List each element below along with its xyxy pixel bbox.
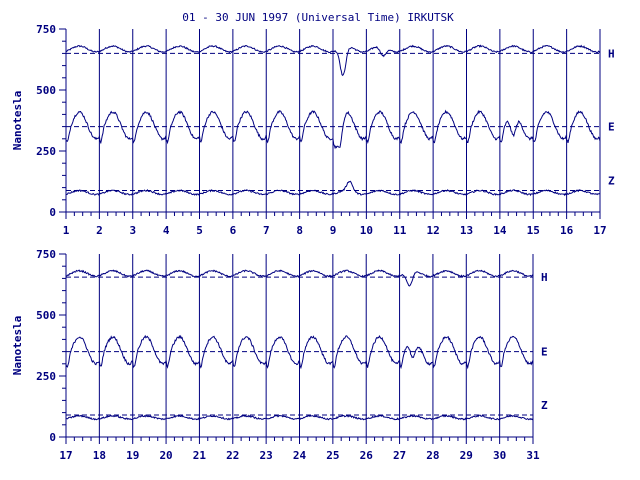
x-tick-label: 10	[360, 224, 373, 237]
x-tick-label: 3	[129, 224, 136, 237]
series-label-Z: Z	[541, 399, 548, 412]
x-tick-label: 21	[193, 449, 207, 462]
chart-title: 01 - 30 JUN 1997 (Universal Time) IRKUTS…	[182, 11, 454, 24]
y-tick-label: 500	[36, 309, 56, 322]
x-tick-label: 4	[163, 224, 170, 237]
x-tick-label: 11	[393, 224, 407, 237]
x-tick-label: 19	[126, 449, 139, 462]
series-line-E	[65, 334, 534, 370]
x-tick-label: 16	[560, 224, 574, 237]
x-tick-label: 6	[230, 224, 237, 237]
x-tick-label: 17	[593, 224, 606, 237]
x-tick-label: 8	[296, 224, 303, 237]
series-line-H	[65, 269, 534, 287]
y-tick-label: 500	[36, 84, 56, 97]
y-tick-label: 750	[36, 23, 56, 36]
x-tick-label: 28	[426, 449, 439, 462]
x-tick-label: 31	[526, 449, 540, 462]
y-tick-label: 0	[49, 431, 56, 444]
y-tick-label: 250	[36, 145, 56, 158]
y-tick-label: 250	[36, 370, 56, 383]
x-tick-label: 20	[159, 449, 172, 462]
y-axis-label: Nanotesla	[11, 91, 24, 151]
series-label-H: H	[608, 47, 615, 60]
x-tick-label: 30	[493, 449, 506, 462]
x-tick-label: 24	[293, 449, 307, 462]
x-tick-label: 26	[360, 449, 374, 462]
series-label-E: E	[541, 346, 548, 359]
panel-bottom: 0 250 500 750 17 18 19 20 21 22 23 24 25 26 27 28 29 30 31…	[11, 248, 548, 462]
y-axis-label: Nanotesla	[11, 316, 24, 376]
series-line-E	[65, 109, 601, 150]
series-line-Z	[65, 180, 601, 197]
x-tick-label: 1	[63, 224, 70, 237]
y-tick-label: 0	[49, 206, 56, 219]
x-tick-label: 27	[393, 449, 406, 462]
x-tick-label: 23	[260, 449, 273, 462]
series-label-H: H	[541, 271, 548, 284]
x-tick-label: 18	[93, 449, 106, 462]
x-tick-label: 9	[330, 224, 337, 237]
series-line-H	[65, 44, 601, 77]
series-label-E: E	[608, 121, 615, 134]
y-tick-label: 750	[36, 248, 56, 261]
x-tick-label: 13	[460, 224, 473, 237]
x-tick-label: 14	[493, 224, 507, 237]
x-tick-label: 15	[527, 224, 540, 237]
x-tick-label: 12	[427, 224, 440, 237]
x-tick-label: 25	[326, 449, 339, 462]
series-label-Z: Z	[608, 175, 615, 188]
x-tick-label: 17	[59, 449, 72, 462]
series-line-Z	[66, 414, 534, 421]
x-tick-label: 5	[196, 224, 203, 237]
x-tick-label: 22	[226, 449, 239, 462]
x-tick-label: 2	[96, 224, 103, 237]
x-tick-label: 7	[263, 224, 270, 237]
x-tick-label: 29	[460, 449, 473, 462]
